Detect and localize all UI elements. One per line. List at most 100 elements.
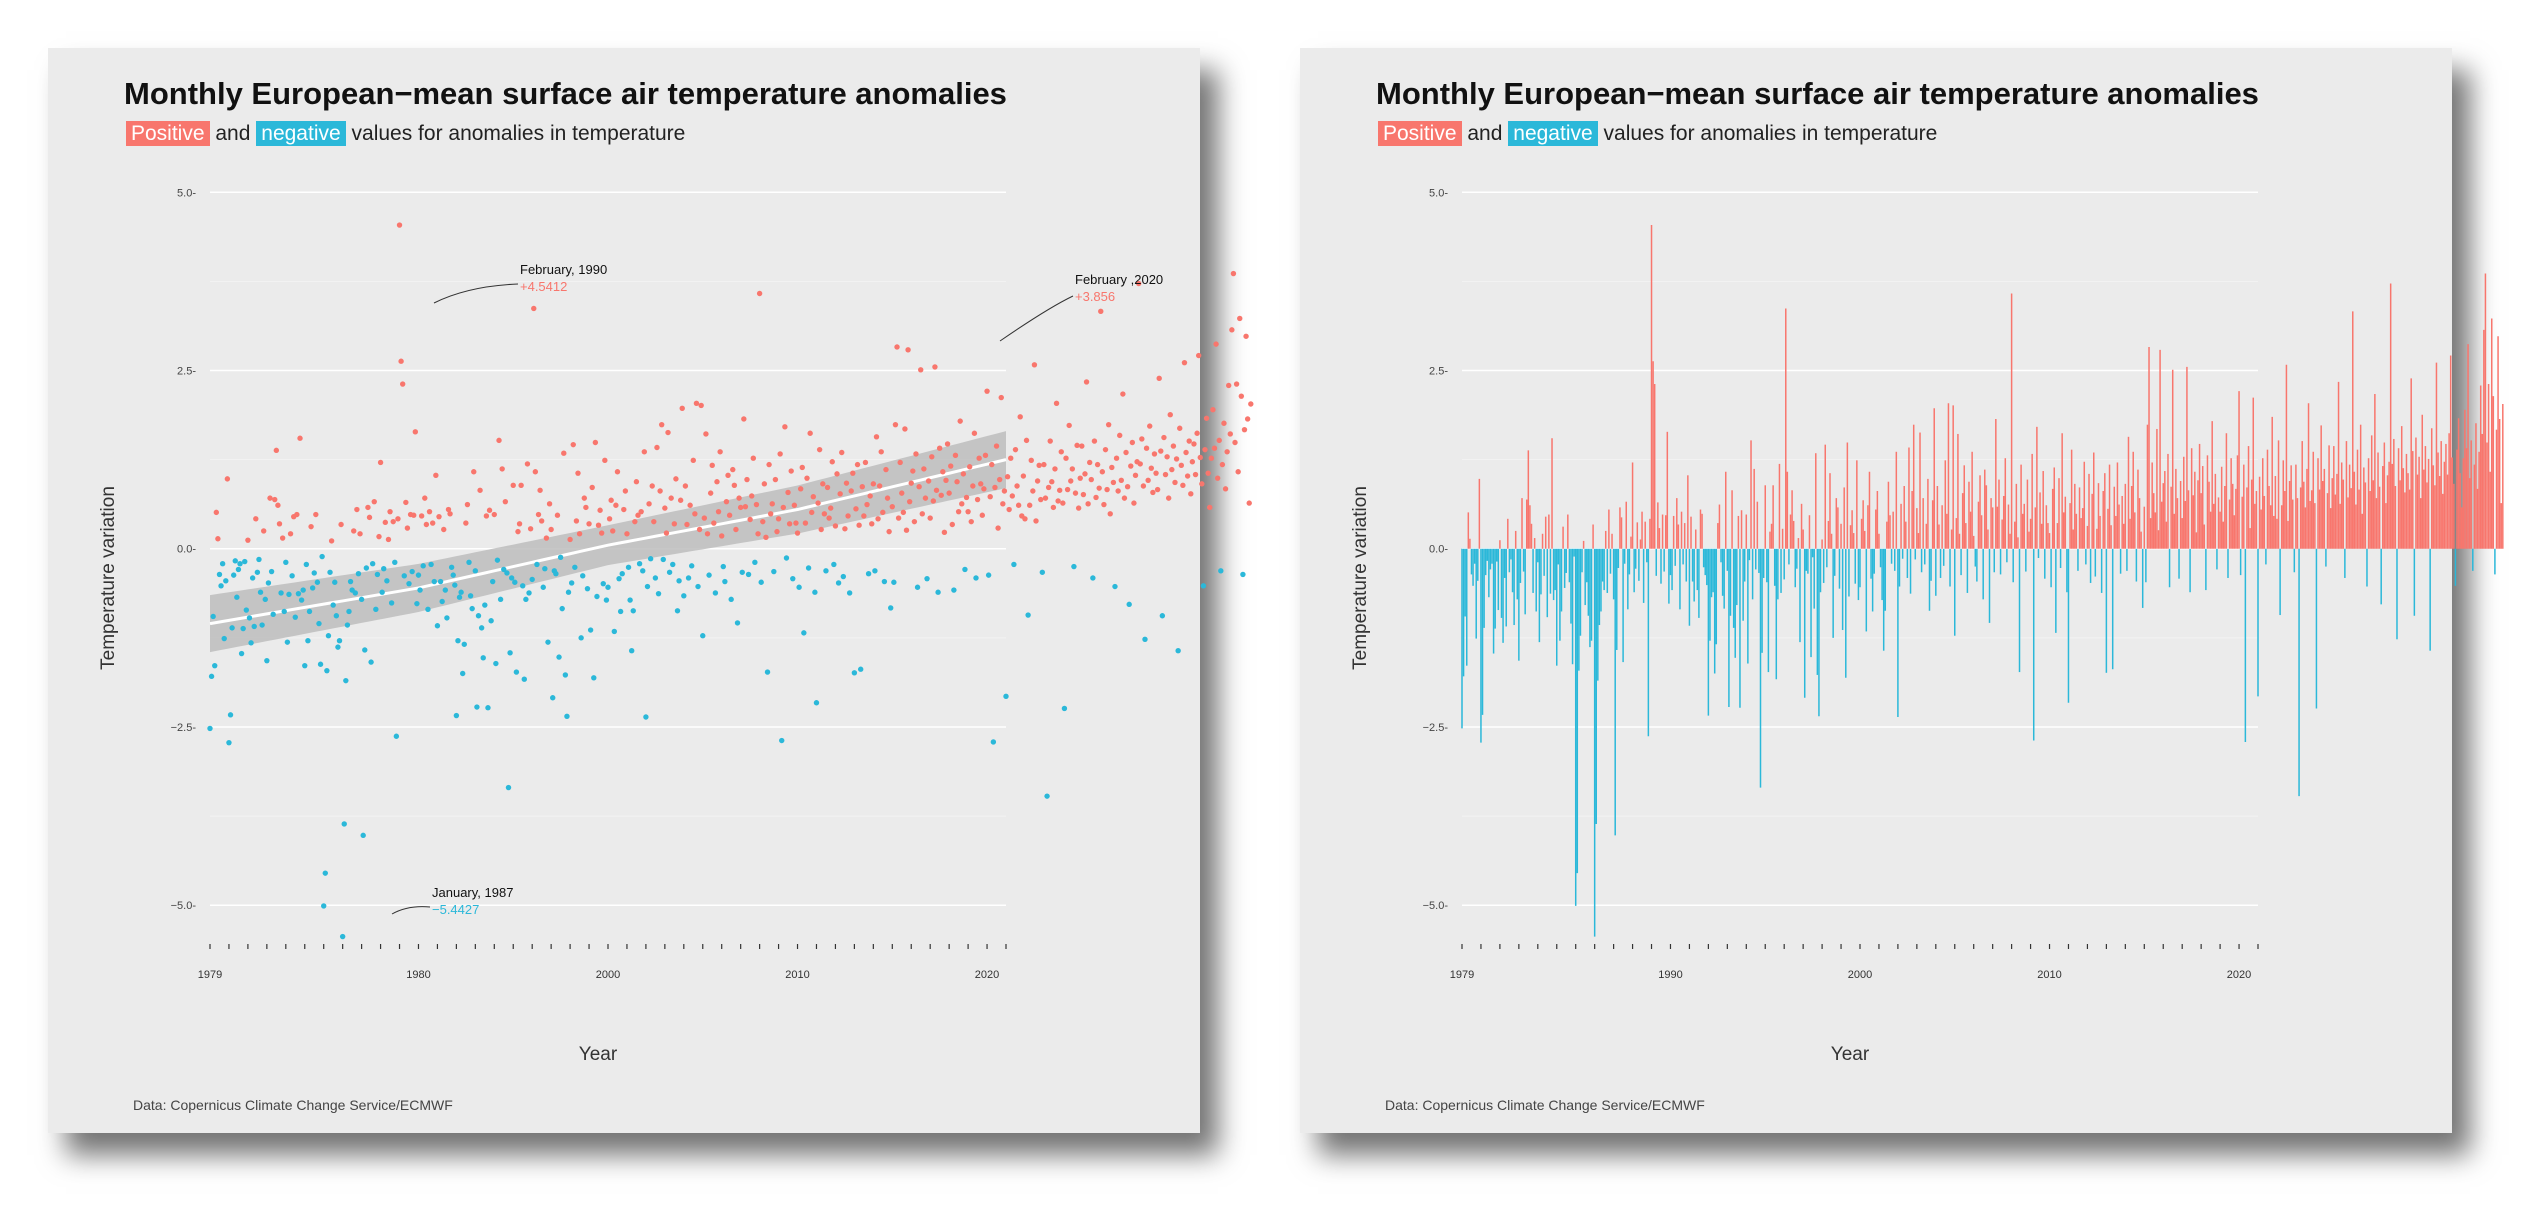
scatter-points (207, 222, 1254, 940)
scatter-point (1181, 359, 1188, 366)
scatter-point (1230, 270, 1237, 277)
scatter-point (820, 481, 826, 487)
scatter-point (600, 580, 606, 587)
scatter-point (501, 566, 507, 573)
scatter-point (286, 591, 292, 598)
scatter-point (1180, 482, 1186, 488)
scatter-point (1161, 434, 1167, 441)
scatter-point (671, 521, 678, 527)
scatter-point (760, 518, 766, 525)
scatter-point (952, 452, 959, 459)
scatter-point (272, 496, 278, 503)
scatter-point (974, 496, 981, 503)
scatter-point (270, 611, 276, 618)
scatter-point (1205, 470, 1211, 476)
scatter-point (338, 521, 344, 528)
annotation-value: +3.856 (1075, 289, 1115, 304)
scatter-point (374, 571, 381, 578)
scatter-point (249, 575, 256, 581)
scatter-point (788, 468, 794, 474)
scatter-point (998, 394, 1004, 401)
scatter-point (761, 481, 768, 487)
scatter-point (363, 565, 370, 571)
x-tick-label: 1979 (198, 969, 222, 981)
chart-title: Monthly European−mean surface air temper… (124, 76, 1007, 111)
scatter-point (521, 676, 527, 682)
scatter-point (343, 677, 349, 684)
scatter-point (790, 575, 796, 582)
scatter-point (812, 589, 818, 595)
scatter-point (1109, 464, 1115, 471)
scatter-point (777, 451, 783, 457)
scatter-point (584, 585, 591, 592)
scatter-point (532, 469, 539, 475)
scatter-point (608, 497, 614, 503)
scatter-point (839, 449, 845, 456)
scatter-point (1241, 426, 1248, 433)
scatter-point (1030, 488, 1036, 494)
scatter-point (245, 537, 251, 543)
scatter-point (396, 222, 403, 228)
x-tick-label: 1980 (406, 969, 430, 981)
scatter-point (1052, 466, 1058, 472)
scatter-point (782, 424, 788, 430)
scatter-point (657, 488, 663, 494)
scatter-point (273, 447, 280, 454)
scatter-point (693, 400, 700, 406)
scatter-point (1064, 486, 1071, 493)
scatter-point (1129, 439, 1136, 446)
scatter-point (799, 464, 805, 471)
scatter-point (573, 518, 580, 524)
scatter-point (559, 605, 565, 612)
scatter-point (221, 635, 227, 642)
scatter-point (794, 530, 801, 536)
scatter-point (461, 641, 467, 647)
x-tick-label: 2000 (596, 969, 620, 981)
scatter-point (1175, 647, 1181, 654)
scatter-point (418, 513, 425, 519)
scatter-point (635, 512, 641, 518)
scatter-point (587, 627, 594, 633)
scatter-point (804, 475, 810, 481)
scatter-point (545, 639, 551, 645)
scatter-point (1050, 504, 1057, 511)
scatter-point (733, 526, 739, 533)
x-tick-label: 2010 (785, 969, 809, 981)
scatter-point (523, 596, 529, 603)
scatter-point (644, 583, 651, 590)
scatter-point (341, 821, 347, 827)
scatter-point (929, 454, 935, 460)
scatter-point (1210, 407, 1216, 413)
scatter-point (1063, 455, 1069, 461)
scatter-point (251, 623, 257, 630)
scatter-point (774, 528, 780, 535)
scatter-point (303, 561, 310, 568)
scatter-point (888, 605, 894, 611)
scatter-point (905, 347, 911, 353)
scatter-point (889, 503, 895, 510)
scatter-point (1184, 473, 1191, 479)
scatter-point (979, 512, 986, 518)
trend-line (209, 458, 1007, 626)
scatter-point (317, 661, 324, 667)
scatter-point (1246, 500, 1252, 506)
data-source-caption: Data: Copernicus Climate Change Service/… (1385, 1097, 1705, 1113)
scatter-point (581, 495, 588, 501)
scatter-point (580, 573, 586, 579)
scatter-point (256, 556, 262, 563)
scatter-point (1178, 462, 1185, 469)
scatter-point (1124, 484, 1131, 490)
scatter-point (603, 597, 610, 603)
scatter-point (737, 504, 744, 511)
scatter-point (617, 608, 624, 615)
scatter-point (606, 516, 613, 522)
bar-chart: 5.0- 2.5- 0.0- −2.5- −5.0- 1979 1990 2000 2010 20… (1350, 187, 2504, 1065)
scatter-point (491, 511, 497, 518)
scatter-point (796, 584, 802, 590)
scatter-point (919, 511, 925, 517)
scatter-point (404, 525, 411, 531)
scatter-point (619, 570, 625, 577)
scatter-point (655, 590, 662, 597)
scatter-point (283, 559, 289, 565)
scatter-point (444, 615, 450, 621)
